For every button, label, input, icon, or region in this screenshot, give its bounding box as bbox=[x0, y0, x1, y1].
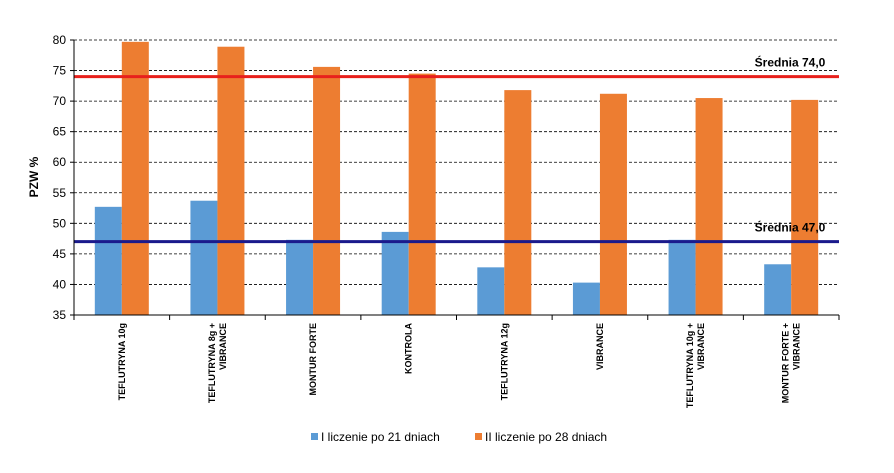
legend-label-1: I liczenie po 21 dniach bbox=[321, 430, 440, 444]
y-tick-labels: 35 40 45 50 55 60 65 70 75 80 bbox=[53, 33, 67, 322]
bar-series1-4 bbox=[381, 231, 409, 315]
legend-label-2: II liczenie po 28 dniach bbox=[485, 430, 607, 444]
bar-series1-3 bbox=[286, 239, 314, 315]
bar-series2-5 bbox=[504, 90, 532, 315]
category-label-8: MONTUR FORTE + bbox=[781, 323, 791, 403]
reference-line-label-2: Średnia 47,0 bbox=[755, 220, 826, 235]
bar-series1-7 bbox=[668, 239, 696, 315]
category-label-4: KONTROLA bbox=[404, 323, 414, 374]
bar-series2-6 bbox=[599, 93, 627, 316]
category-label-1: TEFLUTRYNA 10g bbox=[117, 323, 127, 400]
y-axis-label: PZW % bbox=[27, 156, 41, 197]
axes bbox=[70, 39, 840, 320]
y-tick-label: 75 bbox=[53, 64, 67, 78]
y-tick-label: 55 bbox=[53, 186, 67, 200]
reference-line-label-1: Średnia 74,0 bbox=[755, 55, 826, 70]
category-label-7: TEFLUTRYNA 10g + bbox=[685, 323, 695, 408]
y-tick-label: 80 bbox=[53, 33, 67, 47]
bar-series1-8 bbox=[764, 264, 792, 315]
y-tick-label: 60 bbox=[53, 155, 67, 169]
y-tick-label: 70 bbox=[53, 94, 67, 108]
bar-series2-4 bbox=[408, 73, 436, 315]
bars bbox=[94, 41, 819, 316]
y-tick-label: 45 bbox=[53, 247, 67, 261]
y-tick-label: 50 bbox=[53, 216, 67, 230]
bar-series1-1 bbox=[94, 206, 122, 315]
bar-series1-6 bbox=[572, 282, 600, 315]
category-label-8: VIBRANCE bbox=[792, 323, 802, 370]
category-label-3: MONTUR FORTE bbox=[308, 323, 318, 396]
y-tick-label: 40 bbox=[53, 277, 67, 291]
bar-series1-5 bbox=[477, 267, 505, 315]
legend-swatch-2 bbox=[475, 433, 482, 440]
bar-series1-2 bbox=[190, 200, 218, 315]
category-label-2: TEFLUTRYNA 8g + bbox=[207, 323, 217, 403]
category-label-6: VIBRANCE bbox=[595, 323, 605, 370]
bar-series2-7 bbox=[695, 98, 723, 315]
category-label-2: VIBRANCE bbox=[218, 323, 228, 370]
bar-series2-2 bbox=[217, 46, 245, 315]
y-tick-label: 35 bbox=[53, 308, 67, 322]
bar-series2-3 bbox=[313, 66, 341, 315]
y-tick-label: 65 bbox=[53, 125, 67, 139]
bar-series2-8 bbox=[791, 99, 819, 315]
category-label-5: TEFLUTRYNA 12g bbox=[499, 323, 509, 400]
reference-lines: Średnia 74,0 Średnia 47,0 bbox=[74, 55, 839, 244]
legend: I liczenie po 21 dniach II liczenie po 28… bbox=[311, 430, 607, 444]
legend-swatch-1 bbox=[311, 433, 318, 440]
category-labels: TEFLUTRYNA 10g TEFLUTRYNA 8g + VIBRANCE MON… bbox=[117, 323, 802, 409]
category-label-7: VIBRANCE bbox=[696, 323, 706, 370]
bar-series2-1 bbox=[121, 41, 149, 315]
